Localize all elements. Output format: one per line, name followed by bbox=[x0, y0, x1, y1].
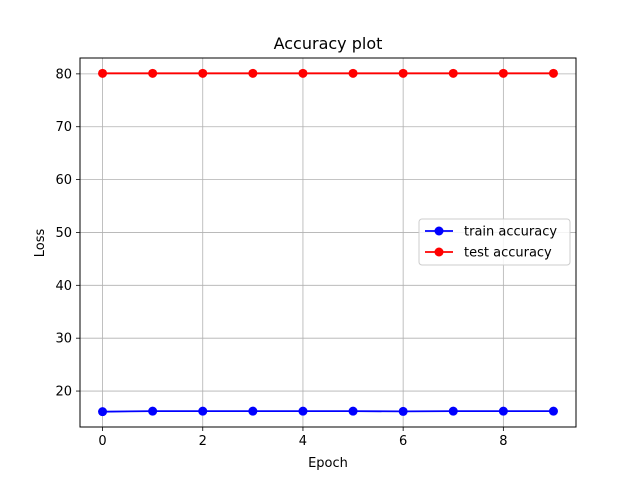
y-tick-label: 40 bbox=[55, 279, 72, 294]
data-point bbox=[298, 406, 308, 416]
legend-item: test accuracy bbox=[425, 246, 552, 261]
data-point bbox=[398, 406, 408, 416]
x-tick-label: 2 bbox=[199, 434, 207, 449]
plot-frame bbox=[79, 57, 577, 428]
series-line bbox=[102, 410, 554, 413]
legend-label: train accuracy bbox=[464, 225, 557, 240]
data-point bbox=[348, 68, 358, 78]
data-point bbox=[198, 406, 208, 416]
data-point bbox=[248, 406, 258, 416]
series-train-accuracy bbox=[98, 406, 558, 417]
data-point bbox=[548, 406, 558, 416]
data-point bbox=[198, 68, 208, 78]
x-tick-label: 8 bbox=[499, 434, 507, 449]
data-point bbox=[98, 407, 108, 417]
series-layer bbox=[98, 68, 558, 417]
grid bbox=[80, 58, 576, 427]
x-tick-label: 6 bbox=[399, 434, 407, 449]
legend-marker bbox=[434, 247, 444, 257]
x-tick-label: 0 bbox=[98, 434, 106, 449]
legend: train accuracy test accuracy bbox=[418, 218, 571, 266]
data-point bbox=[548, 68, 558, 78]
legend-box bbox=[418, 218, 571, 266]
y-axis-label: Loss bbox=[33, 229, 48, 258]
data-point bbox=[148, 68, 158, 78]
x-axis-label: Epoch bbox=[308, 456, 348, 471]
data-point bbox=[448, 68, 458, 78]
data-point bbox=[498, 68, 508, 78]
data-point bbox=[398, 68, 408, 78]
data-point bbox=[298, 68, 308, 78]
y-tick-label: 20 bbox=[55, 385, 72, 400]
data-point bbox=[248, 68, 258, 78]
y-tick-label: 70 bbox=[55, 120, 72, 135]
chart-title: Accuracy plot bbox=[274, 34, 383, 53]
data-point bbox=[348, 406, 358, 416]
data-point bbox=[448, 406, 458, 416]
legend-label: test accuracy bbox=[464, 246, 552, 261]
legend-marker bbox=[434, 226, 444, 236]
y-tick-label: 50 bbox=[55, 226, 72, 241]
y-tick-label: 30 bbox=[55, 332, 72, 347]
series-test-accuracy bbox=[98, 68, 558, 78]
ticks: 0 2 4 6 8 20 30 40 50 60 70 80 bbox=[55, 67, 507, 449]
data-point bbox=[148, 406, 158, 416]
legend-item: train accuracy bbox=[425, 225, 557, 240]
y-tick-label: 60 bbox=[55, 173, 72, 188]
data-point bbox=[498, 406, 508, 416]
y-tick-label: 80 bbox=[55, 67, 72, 82]
data-point bbox=[98, 68, 108, 78]
x-tick-label: 4 bbox=[299, 434, 307, 449]
